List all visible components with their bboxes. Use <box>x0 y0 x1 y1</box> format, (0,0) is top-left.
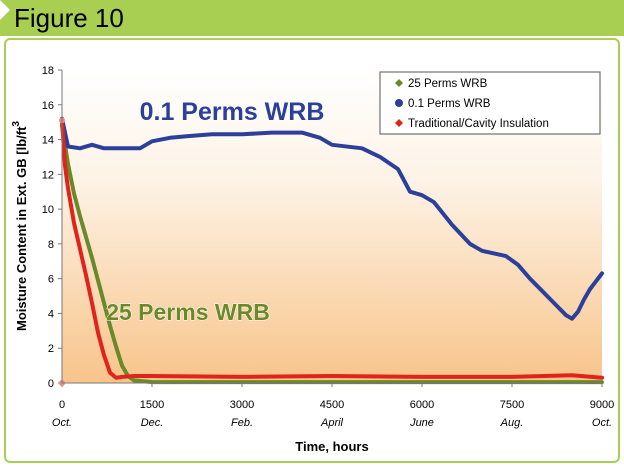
x-tick-label: 6000 <box>410 399 434 411</box>
series-line-traditional-cavity-insulation <box>60 118 604 380</box>
y-tick-label: 18 <box>42 65 54 77</box>
month-label: Dec. <box>141 417 164 429</box>
month-label: Aug. <box>500 417 524 429</box>
series-line-25-perms-wrb <box>60 123 604 385</box>
x-axis-label: Time, hours <box>295 439 368 454</box>
x-tick-label: 3000 <box>230 399 254 411</box>
y-tick-label: 2 <box>48 343 54 355</box>
x-tick-label: 9000 <box>590 399 614 411</box>
legend-marker-01-perms <box>395 99 403 107</box>
x-tick-label: 0 <box>59 399 65 411</box>
legend-label-01-perms: 0.1 Perms WRB <box>408 98 491 110</box>
y-axis-label-group: Moisture Content in Ext. GB [lb/ft3 <box>11 121 29 331</box>
y-axis-label-main: Moisture Content in Ext. GB [lb/ft <box>14 126 29 331</box>
legend-box <box>379 71 601 135</box>
y-tick-label: 12 <box>42 169 54 181</box>
month-label: June <box>409 417 434 429</box>
month-label: Oct. <box>592 417 612 429</box>
y-tick-label: 6 <box>48 274 54 286</box>
figure-label: Figure 10 <box>14 3 124 33</box>
y-tick-label: 14 <box>42 135 54 147</box>
title-notch <box>0 0 10 20</box>
y-tick-label: 10 <box>42 204 54 216</box>
legend-label-25-perms: 25 Perms WRB <box>408 78 488 90</box>
month-label: Oct. <box>52 417 72 429</box>
y-axis-label: Moisture Content in Ext. GB [lb/ft3 <box>11 121 29 331</box>
y-tick-label: 0 <box>48 378 54 390</box>
month-label: Feb. <box>231 417 253 429</box>
figure-title-bar <box>0 0 624 36</box>
x-tick-label: 7500 <box>500 399 524 411</box>
y-tick-label: 8 <box>48 239 54 251</box>
series-line-0-1-perms-wrb <box>60 116 604 321</box>
y-tick-label: 4 <box>48 308 54 320</box>
annotation-01-perms: 0.1 Perms WRB <box>140 98 325 126</box>
legend-marker-traditional <box>395 119 403 127</box>
month-label: April <box>320 417 344 429</box>
legend-label-traditional: Traditional/Cavity Insulation <box>408 118 549 130</box>
annotation-25-perms: 25 Perms WRB <box>106 299 270 325</box>
y-axis-label-superscript: 3 <box>11 121 22 127</box>
legend-marker-25-perms <box>395 79 403 87</box>
x-tick-label: 4500 <box>320 399 344 411</box>
x-tick-label: 1500 <box>140 399 164 411</box>
legend: 25 Perms WRB 0.1 Perms WRB Traditional/C… <box>379 71 601 135</box>
y-tick-label: 16 <box>42 100 54 112</box>
